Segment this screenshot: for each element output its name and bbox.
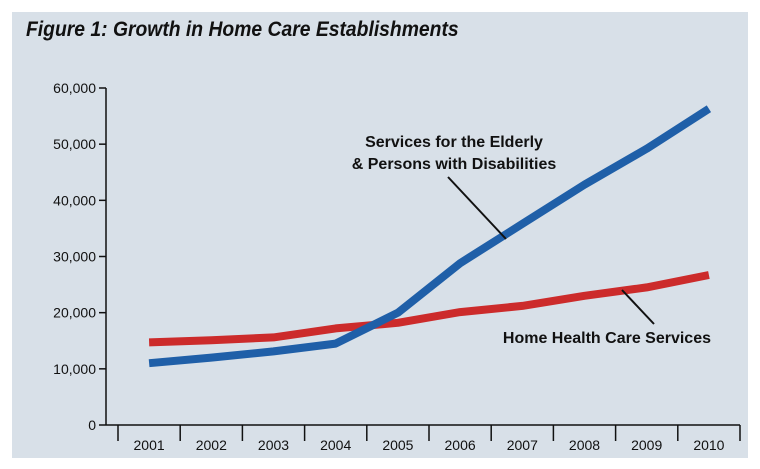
y-tick-label: 30,000 (53, 249, 96, 265)
y-tick-label: 40,000 (53, 192, 96, 208)
y-tick-label: 20,000 (53, 305, 96, 321)
annotation-home-health-label: Home Health Care Services (503, 330, 711, 347)
x-tick-label: 2010 (693, 437, 724, 453)
chart-panel (12, 12, 748, 458)
y-tick-label: 60,000 (53, 80, 96, 96)
x-tick-label: 2002 (196, 437, 227, 453)
x-tick-label: 2003 (258, 437, 289, 453)
series-line-elderly-disabilities (148, 105, 712, 368)
x-tick-label: 2007 (507, 437, 538, 453)
x-tick-label: 2006 (445, 437, 476, 453)
annotation-elderly-leader (447, 176, 507, 240)
series-line-home-health-care (148, 271, 710, 347)
chart-title: Figure 1: Growth in Home Care Establishm… (26, 18, 459, 41)
chart-axes: 0 10,000 20,000 30,000 40,000 50,000 60,000 200… (53, 80, 741, 453)
chart-annotations: Services for the Elderly & Persons with D… (352, 134, 711, 347)
annotation-elderly-line1: Services for the Elderly (365, 134, 543, 151)
x-tick-label: 2008 (569, 437, 600, 453)
x-tick-label: 2001 (134, 437, 165, 453)
annotation-home-health-leader (621, 289, 655, 325)
annotation-elderly-line2: & Persons with Disabilities (352, 156, 557, 173)
x-tick-label: 2004 (320, 437, 351, 453)
x-tick-label: 2005 (382, 437, 413, 453)
x-tick-label: 2009 (631, 437, 662, 453)
chart-series (148, 105, 712, 368)
y-tick-label: 0 (88, 417, 96, 433)
y-tick-label: 10,000 (53, 361, 96, 377)
y-tick-label: 50,000 (53, 136, 96, 152)
